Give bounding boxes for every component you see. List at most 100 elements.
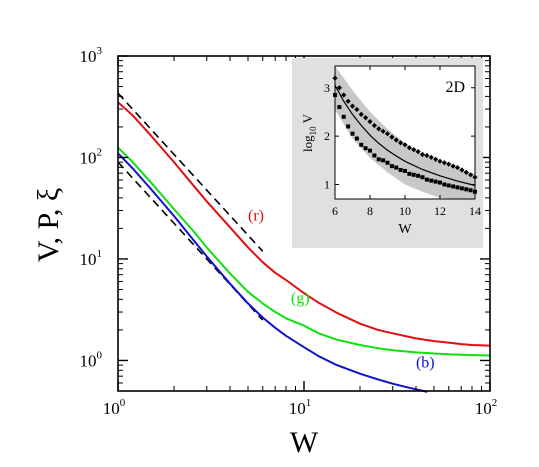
inset-square-point: [381, 158, 386, 163]
inset-square-point: [424, 177, 429, 182]
y-tick-exponent: 3: [97, 45, 103, 57]
inset-square-point: [363, 146, 368, 151]
inset-diamond-point: [411, 147, 417, 153]
inset-x-tick-label-1: 6: [332, 204, 338, 218]
inset-y-label-sub: 10: [308, 126, 318, 136]
y-tick-label-1: 100: [80, 349, 103, 370]
inset-square-point: [455, 185, 460, 190]
series-annotations: (r) (g) (b): [248, 207, 435, 371]
y-tick-base: 10: [80, 250, 97, 269]
series-line-3: [117, 152, 428, 393]
inset-square-point: [354, 136, 359, 141]
inset-square-point: [442, 182, 447, 187]
series-label-3: (b): [416, 355, 435, 372]
inset-diamond-point: [450, 163, 456, 169]
inset-diamond-point: [336, 85, 342, 91]
x-tick-base: 10: [289, 399, 306, 418]
inset-diamond-point: [406, 145, 412, 151]
inset-diamond-point: [454, 164, 461, 171]
inset-diamond-point: [428, 154, 434, 161]
series-line-1: [117, 101, 491, 347]
series-label-1: (r): [248, 207, 264, 224]
inset-x-tick-label-3: 10: [399, 204, 411, 218]
inset-square-point: [368, 148, 372, 153]
inset-diamond-point: [354, 106, 360, 113]
y-tick-base: 10: [80, 47, 97, 66]
main-series: [117, 101, 491, 393]
inset-diamond-point: [345, 98, 351, 104]
inset-x-axis-label: W: [398, 222, 412, 237]
inset-x-tick-label-4: 12: [434, 204, 446, 218]
inset-square-point: [376, 157, 381, 162]
inset-square-point: [464, 187, 469, 192]
inset-square-point: [385, 160, 390, 165]
inset-diamond-point: [384, 131, 391, 137]
main-y-axis-label: V, P, ξ: [32, 188, 65, 263]
inset-square-point: [407, 171, 412, 176]
x-tick-base: 10: [103, 399, 120, 418]
x-tick-label-1: 100: [103, 397, 126, 418]
inset-diamond-point: [358, 111, 364, 117]
x-tick-label-3: 102: [475, 397, 498, 418]
inset-y-tick-label-3: 3: [324, 81, 330, 95]
inset-diamond-point: [393, 137, 399, 143]
inset-diamond-point: [367, 119, 373, 125]
inset-diamond-point: [380, 128, 386, 134]
reference-lines: [117, 92, 264, 321]
inset-y-tick-label-2: 2: [324, 129, 330, 143]
inset-square-point: [451, 184, 456, 189]
inset-diamond-point: [441, 160, 447, 166]
inset-square-point: [403, 168, 407, 173]
inset-y-tick-label-1: 1: [324, 177, 330, 191]
inset-x-tick-label-2: 8: [367, 204, 373, 218]
inset-square-point: [389, 164, 394, 169]
y-tick-label-3: 102: [80, 146, 103, 167]
x-tick-label-2: 101: [289, 397, 312, 418]
inset-diamond-point: [437, 158, 443, 164]
y-tick-base: 10: [80, 148, 97, 167]
inset-y-label-tail: V: [300, 113, 315, 126]
x-tick-exponent: 1: [306, 397, 312, 409]
inset-diamond-point: [463, 169, 469, 175]
inset-fit-curve: [334, 85, 476, 187]
inset-square-point: [350, 131, 355, 136]
inset-square-point: [429, 178, 434, 183]
x-tick-exponent: 0: [120, 397, 126, 409]
inset-diamond-point: [459, 167, 465, 173]
inset-diamond-point: [424, 152, 430, 159]
inset-fit-line: [334, 85, 476, 187]
inset-diamond-point: [433, 156, 439, 162]
dashed-reference-line-1: [117, 92, 264, 252]
inset-diamond-point: [419, 151, 426, 158]
inset-diamond-point: [415, 149, 421, 155]
inset-square-point: [438, 180, 442, 185]
y-tick-base: 10: [80, 351, 97, 370]
inset-square-point: [459, 186, 464, 191]
inset-square-point: [359, 142, 364, 147]
inset-square-point: [394, 165, 399, 170]
series-label-2: (g): [291, 290, 310, 307]
x-tick-exponent: 2: [492, 397, 498, 409]
inset-diamond-point: [341, 92, 347, 98]
inset-square-point: [468, 188, 473, 193]
inset-square-point: [416, 173, 421, 178]
inset-diamond-point: [402, 142, 408, 148]
inset-x-tick-label-5: 14: [469, 204, 481, 218]
inset-diamond-point: [468, 172, 474, 178]
inset-square-point: [420, 175, 425, 180]
dashed-reference-line-2: [117, 161, 264, 321]
main-x-axis-label: W: [290, 426, 319, 459]
y-tick-exponent: 1: [97, 248, 103, 260]
inset-square-point: [433, 179, 438, 184]
inset-x-ticks: 6 8 10 12 14: [332, 66, 481, 218]
inset-square-point: [411, 172, 416, 177]
inset-diamond-point: [349, 103, 356, 109]
y-tick-label-4: 103: [80, 45, 103, 66]
series-line-2: [117, 146, 491, 357]
y-tick-exponent: 2: [97, 146, 103, 158]
inset-diamond-point: [371, 122, 377, 129]
inset-diamond-point: [398, 140, 404, 146]
